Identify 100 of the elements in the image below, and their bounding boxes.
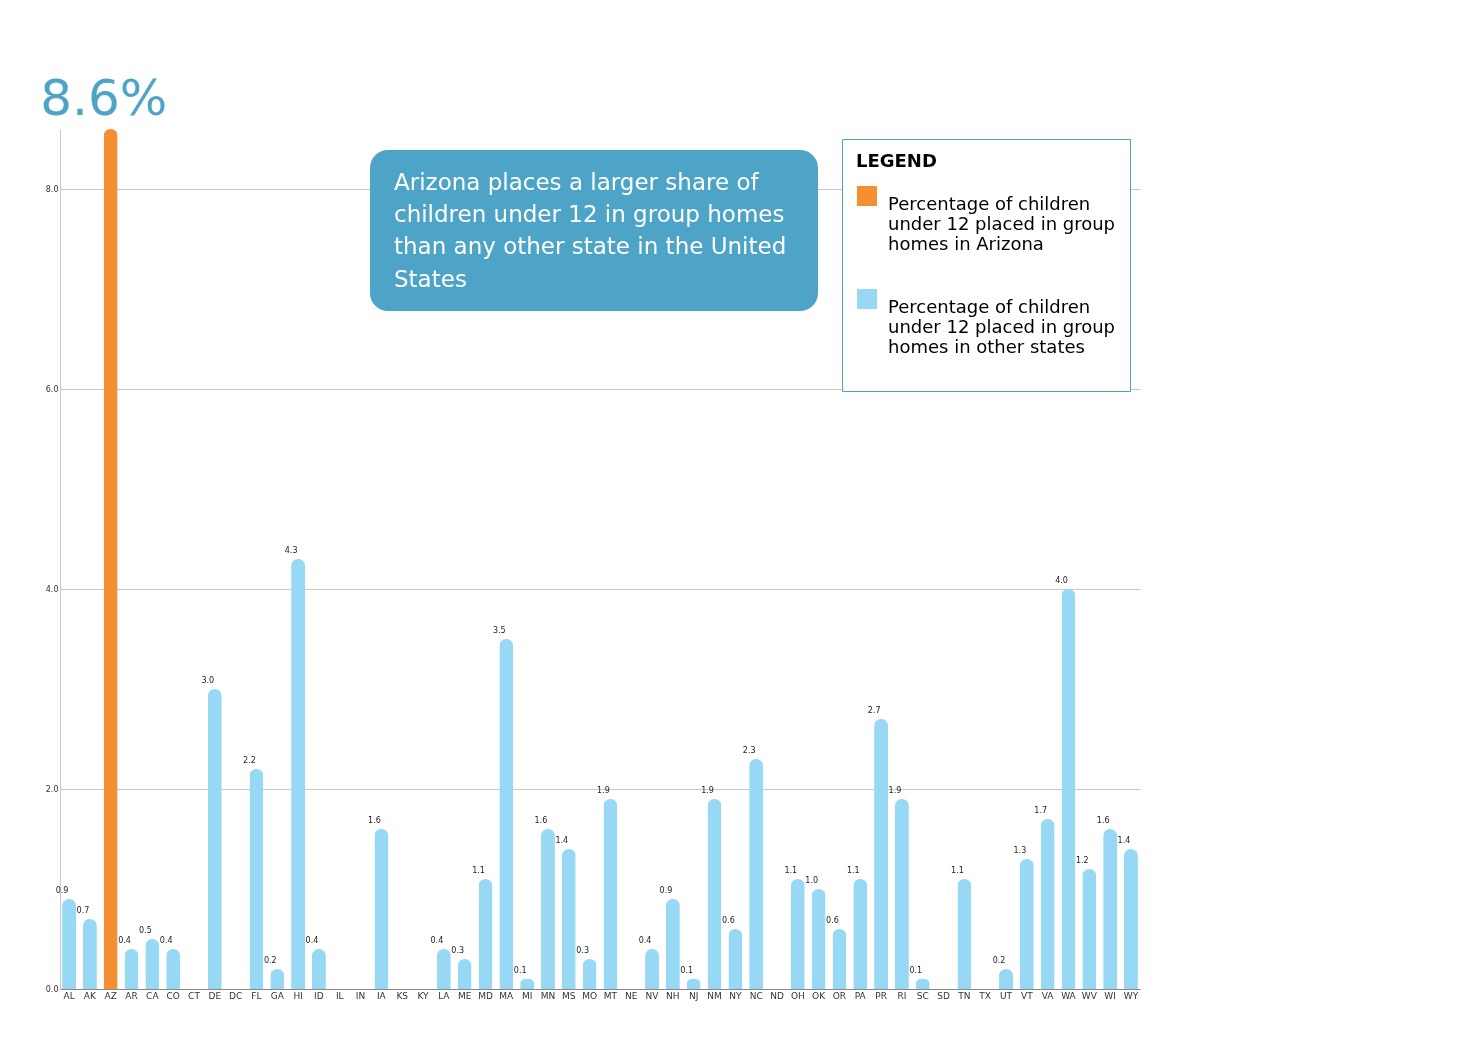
bar <box>894 799 909 989</box>
x-tick-label: MN <box>540 990 556 1001</box>
x-tick-label: NJ <box>689 990 699 1001</box>
bar <box>603 799 618 989</box>
x-tick-label: SC <box>916 990 929 1001</box>
x-tick-label: AZ <box>104 990 117 1001</box>
data-label: 1.7 <box>1034 806 1048 815</box>
data-label: 1.3 <box>1013 846 1027 855</box>
x-tick-label: NC <box>749 990 763 1001</box>
x-tick-label: MD <box>478 990 493 1001</box>
x-tick-label: MI <box>521 990 533 1001</box>
legend-label: Percentage of children under 12 placed in group homes in Arizona <box>888 193 1116 254</box>
bar <box>561 849 576 989</box>
x-tick-label: TX <box>978 990 992 1001</box>
bar <box>1019 859 1034 989</box>
x-tick-label: CT <box>188 990 201 1001</box>
x-tick-label: SD <box>937 990 950 1001</box>
x-tick-label: TN <box>957 990 971 1001</box>
x-tick-label: WV <box>1081 990 1098 1001</box>
data-label: 1.1 <box>784 866 798 875</box>
x-tick-label: PA <box>854 990 867 1001</box>
data-label: 1.9 <box>701 786 714 795</box>
data-label: 0.4 <box>305 936 319 945</box>
bar <box>1123 849 1138 989</box>
legend-title: LEGEND <box>856 150 937 171</box>
x-tick-label: WI <box>1104 990 1116 1001</box>
x-tick-label: FL <box>251 990 262 1001</box>
data-label: 1.1 <box>472 866 485 875</box>
bar <box>874 719 889 989</box>
bar <box>790 879 805 989</box>
x-tick-label: DC <box>229 990 243 1001</box>
x-tick-label: AR <box>125 990 138 1001</box>
callout-box: Arizona places a larger share of children under 12 in group homes than any other state in the United States <box>370 150 818 311</box>
data-label: 0.2 <box>263 956 277 965</box>
x-tick-label: ID <box>314 990 324 1001</box>
data-label: 0.1 <box>513 966 527 975</box>
x-tick-label: NY <box>729 990 742 1001</box>
bar <box>207 689 222 989</box>
x-tick-label: IL <box>335 990 344 1001</box>
y-tick-label: 8.0 <box>45 184 59 194</box>
bar <box>665 899 680 989</box>
data-label: 0.1 <box>909 966 923 975</box>
bar <box>1082 869 1097 989</box>
data-label: 2.2 <box>243 756 256 765</box>
bar <box>103 129 118 989</box>
x-tick-label: PR <box>875 990 887 1001</box>
x-tick-label: OR <box>832 990 847 1001</box>
data-label: 0.3 <box>576 946 589 955</box>
bar <box>707 799 722 989</box>
data-label: 1.6 <box>534 816 548 825</box>
data-label: 0.4 <box>159 936 173 945</box>
x-tick-label: ME <box>457 990 472 1001</box>
bar <box>249 769 264 989</box>
data-label: 2.7 <box>867 706 881 715</box>
bar <box>957 879 972 989</box>
data-label: 0.3 <box>451 946 465 955</box>
data-label: 1.4 <box>555 836 569 845</box>
y-tick-label: 0.0 <box>45 984 59 994</box>
x-tick-label: AK <box>83 990 97 1001</box>
x-tick-label: MT <box>603 990 618 1001</box>
data-label: 1.9 <box>597 786 610 795</box>
data-label: 0.9 <box>55 886 69 895</box>
x-tick-label: VA <box>1041 990 1055 1001</box>
x-tick-label: ND <box>770 990 784 1001</box>
bar <box>478 879 493 989</box>
bar <box>540 829 555 989</box>
bar <box>1040 819 1055 989</box>
x-tick-label: OK <box>812 990 827 1001</box>
x-tick-label: NH <box>666 990 680 1001</box>
bar <box>728 929 743 989</box>
bar <box>82 919 97 989</box>
data-label: 4.3 <box>284 546 298 555</box>
bar <box>291 559 306 989</box>
x-tick-label: WA <box>1061 990 1077 1001</box>
data-label: 1.0 <box>805 876 819 885</box>
x-tick-label: NM <box>707 990 722 1001</box>
x-tick-label: UT <box>999 990 1013 1001</box>
x-tick-label: VT <box>1021 990 1034 1001</box>
data-label: 0.4 <box>638 936 652 945</box>
x-tick-label: NE <box>625 990 638 1001</box>
data-label: 0.5 <box>139 926 152 935</box>
legend-label: Percentage of children under 12 placed in group homes in other states <box>888 296 1116 357</box>
x-tick-label: MA <box>499 990 515 1001</box>
x-tick-label: IN <box>355 990 366 1001</box>
x-tick-label: LA <box>438 990 451 1001</box>
x-tick-label: RI <box>897 990 907 1001</box>
y-tick-label: 4.0 <box>45 584 59 594</box>
data-label: 0.4 <box>118 936 131 945</box>
annotation: Arizona places a larger share of children under 12 in group homes than any other state in the United States <box>394 168 788 294</box>
data-label: 0.7 <box>76 906 90 915</box>
x-tick-label: CA <box>146 990 160 1001</box>
bar <box>749 759 764 989</box>
x-tick-label: NV <box>645 990 660 1001</box>
data-label: 0.2 <box>992 956 1006 965</box>
x-tick-label: HI <box>293 990 303 1001</box>
data-label: 8.6% <box>40 69 168 127</box>
data-label: 1.6 <box>368 816 381 825</box>
data-label: 4.0 <box>1055 576 1068 585</box>
x-tick-label: KS <box>396 990 409 1001</box>
data-label: 0.1 <box>680 966 694 975</box>
